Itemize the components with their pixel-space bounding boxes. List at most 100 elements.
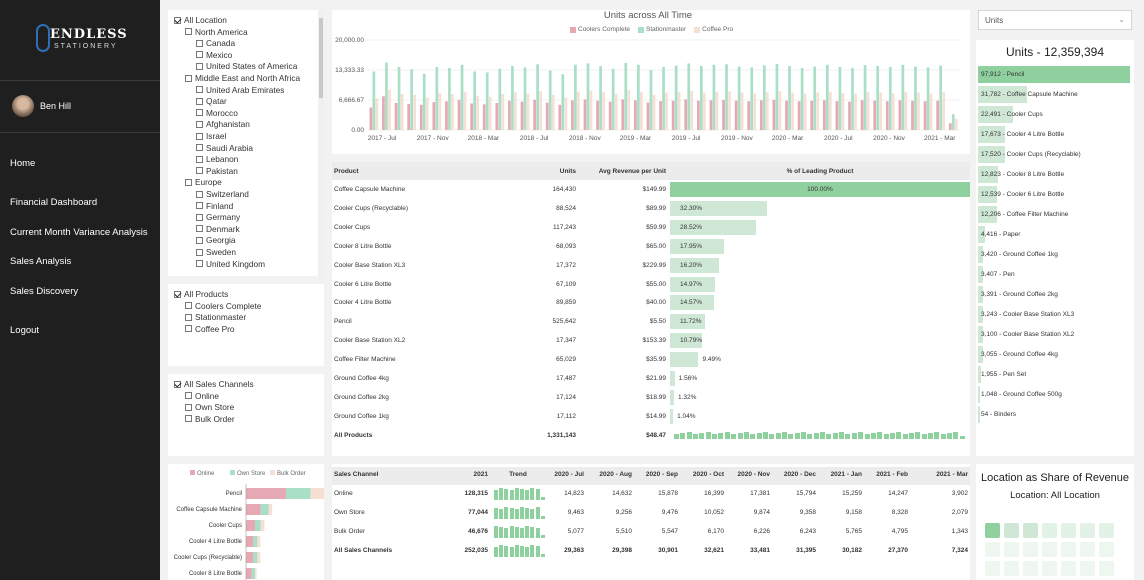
bar-stationmaster[interactable] — [939, 65, 943, 130]
bar-coolers-complete[interactable] — [608, 101, 612, 130]
bar-stationmaster[interactable] — [410, 69, 413, 130]
nav-variance-analysis[interactable]: Current Month Variance Analysis — [10, 227, 148, 238]
bar-coolers-complete[interactable] — [520, 101, 524, 130]
bar-coolers-complete[interactable] — [671, 100, 675, 130]
checkbox-icon[interactable] — [196, 190, 203, 198]
bar-coffee-pro[interactable] — [866, 92, 870, 130]
bar-coffee-pro[interactable] — [375, 98, 379, 131]
pct-bar[interactable] — [670, 352, 699, 368]
filter-item[interactable]: North America — [185, 27, 248, 37]
stacked-bar-own-store[interactable] — [286, 488, 311, 499]
bar-coolers-complete[interactable] — [873, 100, 877, 130]
bar-stationmaster[interactable] — [473, 71, 476, 131]
bar-coffee-pro[interactable] — [640, 91, 643, 130]
bar-coffee-pro[interactable] — [451, 94, 454, 130]
bar-coffee-pro[interactable] — [765, 92, 769, 130]
bar-coffee-pro[interactable] — [627, 89, 631, 130]
pct-bar[interactable] — [670, 200, 767, 216]
units-bar[interactable] — [978, 286, 984, 303]
location-tile[interactable] — [1099, 542, 1114, 557]
bar-coolers-complete[interactable] — [545, 102, 549, 130]
pct-bar[interactable] — [670, 219, 756, 235]
filter-item[interactable]: Morocco — [196, 108, 238, 118]
bar-coolers-complete[interactable] — [533, 99, 536, 130]
bar-coolers-complete[interactable] — [646, 102, 650, 130]
bar-stationmaster[interactable] — [838, 67, 842, 130]
stacked-bar-own-store[interactable] — [260, 504, 269, 515]
stacked-bar-own-store[interactable] — [251, 568, 255, 579]
filter-item[interactable]: United Arab Emirates — [196, 85, 284, 95]
units-bar[interactable] — [978, 246, 984, 263]
bar-coolers-complete[interactable] — [508, 100, 511, 130]
bar-coolers-complete[interactable] — [684, 99, 688, 130]
units-bar[interactable] — [978, 266, 984, 283]
bar-coolers-complete[interactable] — [621, 99, 625, 130]
bar-stationmaster[interactable] — [385, 62, 388, 131]
avatar[interactable] — [12, 95, 34, 117]
location-tile[interactable] — [1061, 561, 1076, 576]
bar-coffee-pro[interactable] — [753, 93, 757, 130]
checkbox-icon[interactable] — [174, 290, 181, 298]
checkbox-icon[interactable] — [196, 132, 203, 140]
units-bar[interactable] — [978, 346, 983, 363]
location-tile[interactable] — [1042, 561, 1057, 576]
location-tile[interactable] — [1061, 542, 1076, 557]
pct-bar[interactable] — [670, 182, 970, 197]
pct-bar[interactable] — [670, 333, 703, 349]
stacked-bar-bulk-order[interactable] — [257, 552, 261, 563]
bar-coolers-complete[interactable] — [885, 101, 889, 130]
location-tile[interactable] — [1042, 523, 1057, 538]
nav-sales-discovery[interactable]: Sales Discovery — [10, 286, 79, 297]
bar-coolers-complete[interactable] — [558, 104, 562, 130]
bar-stationmaster[interactable] — [574, 64, 577, 130]
nav-logout[interactable]: Logout — [10, 325, 40, 336]
checkbox-icon[interactable] — [196, 213, 203, 221]
bar-coffee-pro[interactable] — [577, 91, 580, 130]
pct-bar[interactable] — [670, 371, 675, 386]
location-tile[interactable] — [1099, 523, 1114, 538]
bar-coffee-pro[interactable] — [463, 91, 467, 130]
bar-coffee-pro[interactable] — [564, 97, 568, 130]
units-bar[interactable] — [978, 326, 983, 343]
stacked-bar-online[interactable] — [246, 504, 261, 515]
checkbox-icon[interactable] — [196, 86, 203, 94]
filter-item[interactable]: Afghanistan — [196, 119, 250, 129]
bar-stationmaster[interactable] — [788, 66, 791, 130]
bar-stationmaster[interactable] — [687, 63, 691, 130]
location-tile[interactable] — [1061, 523, 1076, 538]
bar-stationmaster[interactable] — [750, 67, 754, 130]
checkbox-icon[interactable] — [185, 392, 192, 400]
nav-home[interactable]: Home — [10, 158, 36, 169]
bar-stationmaster[interactable] — [649, 70, 653, 130]
bar-stationmaster[interactable] — [397, 67, 401, 130]
bar-stationmaster[interactable] — [599, 66, 602, 130]
filter-item[interactable]: Stationmaster — [185, 312, 246, 322]
bar-stationmaster[interactable] — [611, 68, 615, 130]
bar-coolers-complete[interactable] — [722, 99, 725, 130]
checkbox-icon[interactable] — [196, 225, 203, 233]
bar-coffee-pro[interactable] — [891, 93, 895, 130]
bar-stationmaster[interactable] — [699, 66, 703, 130]
bar-coffee-pro[interactable] — [413, 94, 416, 130]
checkbox-icon[interactable] — [196, 260, 203, 268]
checkbox-icon[interactable] — [174, 380, 181, 388]
bar-coolers-complete[interactable] — [369, 107, 373, 131]
pct-bar[interactable] — [670, 276, 715, 292]
bar-coolers-complete[interactable] — [923, 101, 927, 130]
filter-item[interactable]: Sweden — [196, 247, 236, 257]
bar-coffee-pro[interactable] — [778, 91, 782, 130]
bar-coffee-pro[interactable] — [816, 92, 820, 130]
bar-coffee-pro[interactable] — [589, 90, 593, 130]
bar-stationmaster[interactable] — [901, 64, 905, 130]
measure-select[interactable]: Units ⌄ — [978, 10, 1132, 30]
bar-coolers-complete[interactable] — [697, 100, 700, 130]
bar-stationmaster[interactable] — [662, 67, 665, 130]
stacked-bar-bulk-order[interactable] — [254, 568, 257, 579]
filter-item[interactable]: Lebanon — [196, 154, 238, 164]
bar-coolers-complete[interactable] — [659, 101, 662, 130]
checkbox-icon[interactable] — [196, 39, 203, 47]
bar-coffee-pro[interactable] — [929, 93, 933, 130]
filter-item[interactable]: Qatar — [196, 96, 227, 106]
bar-coffee-pro[interactable] — [551, 94, 555, 130]
filter-item[interactable]: Switzerland — [196, 189, 249, 199]
